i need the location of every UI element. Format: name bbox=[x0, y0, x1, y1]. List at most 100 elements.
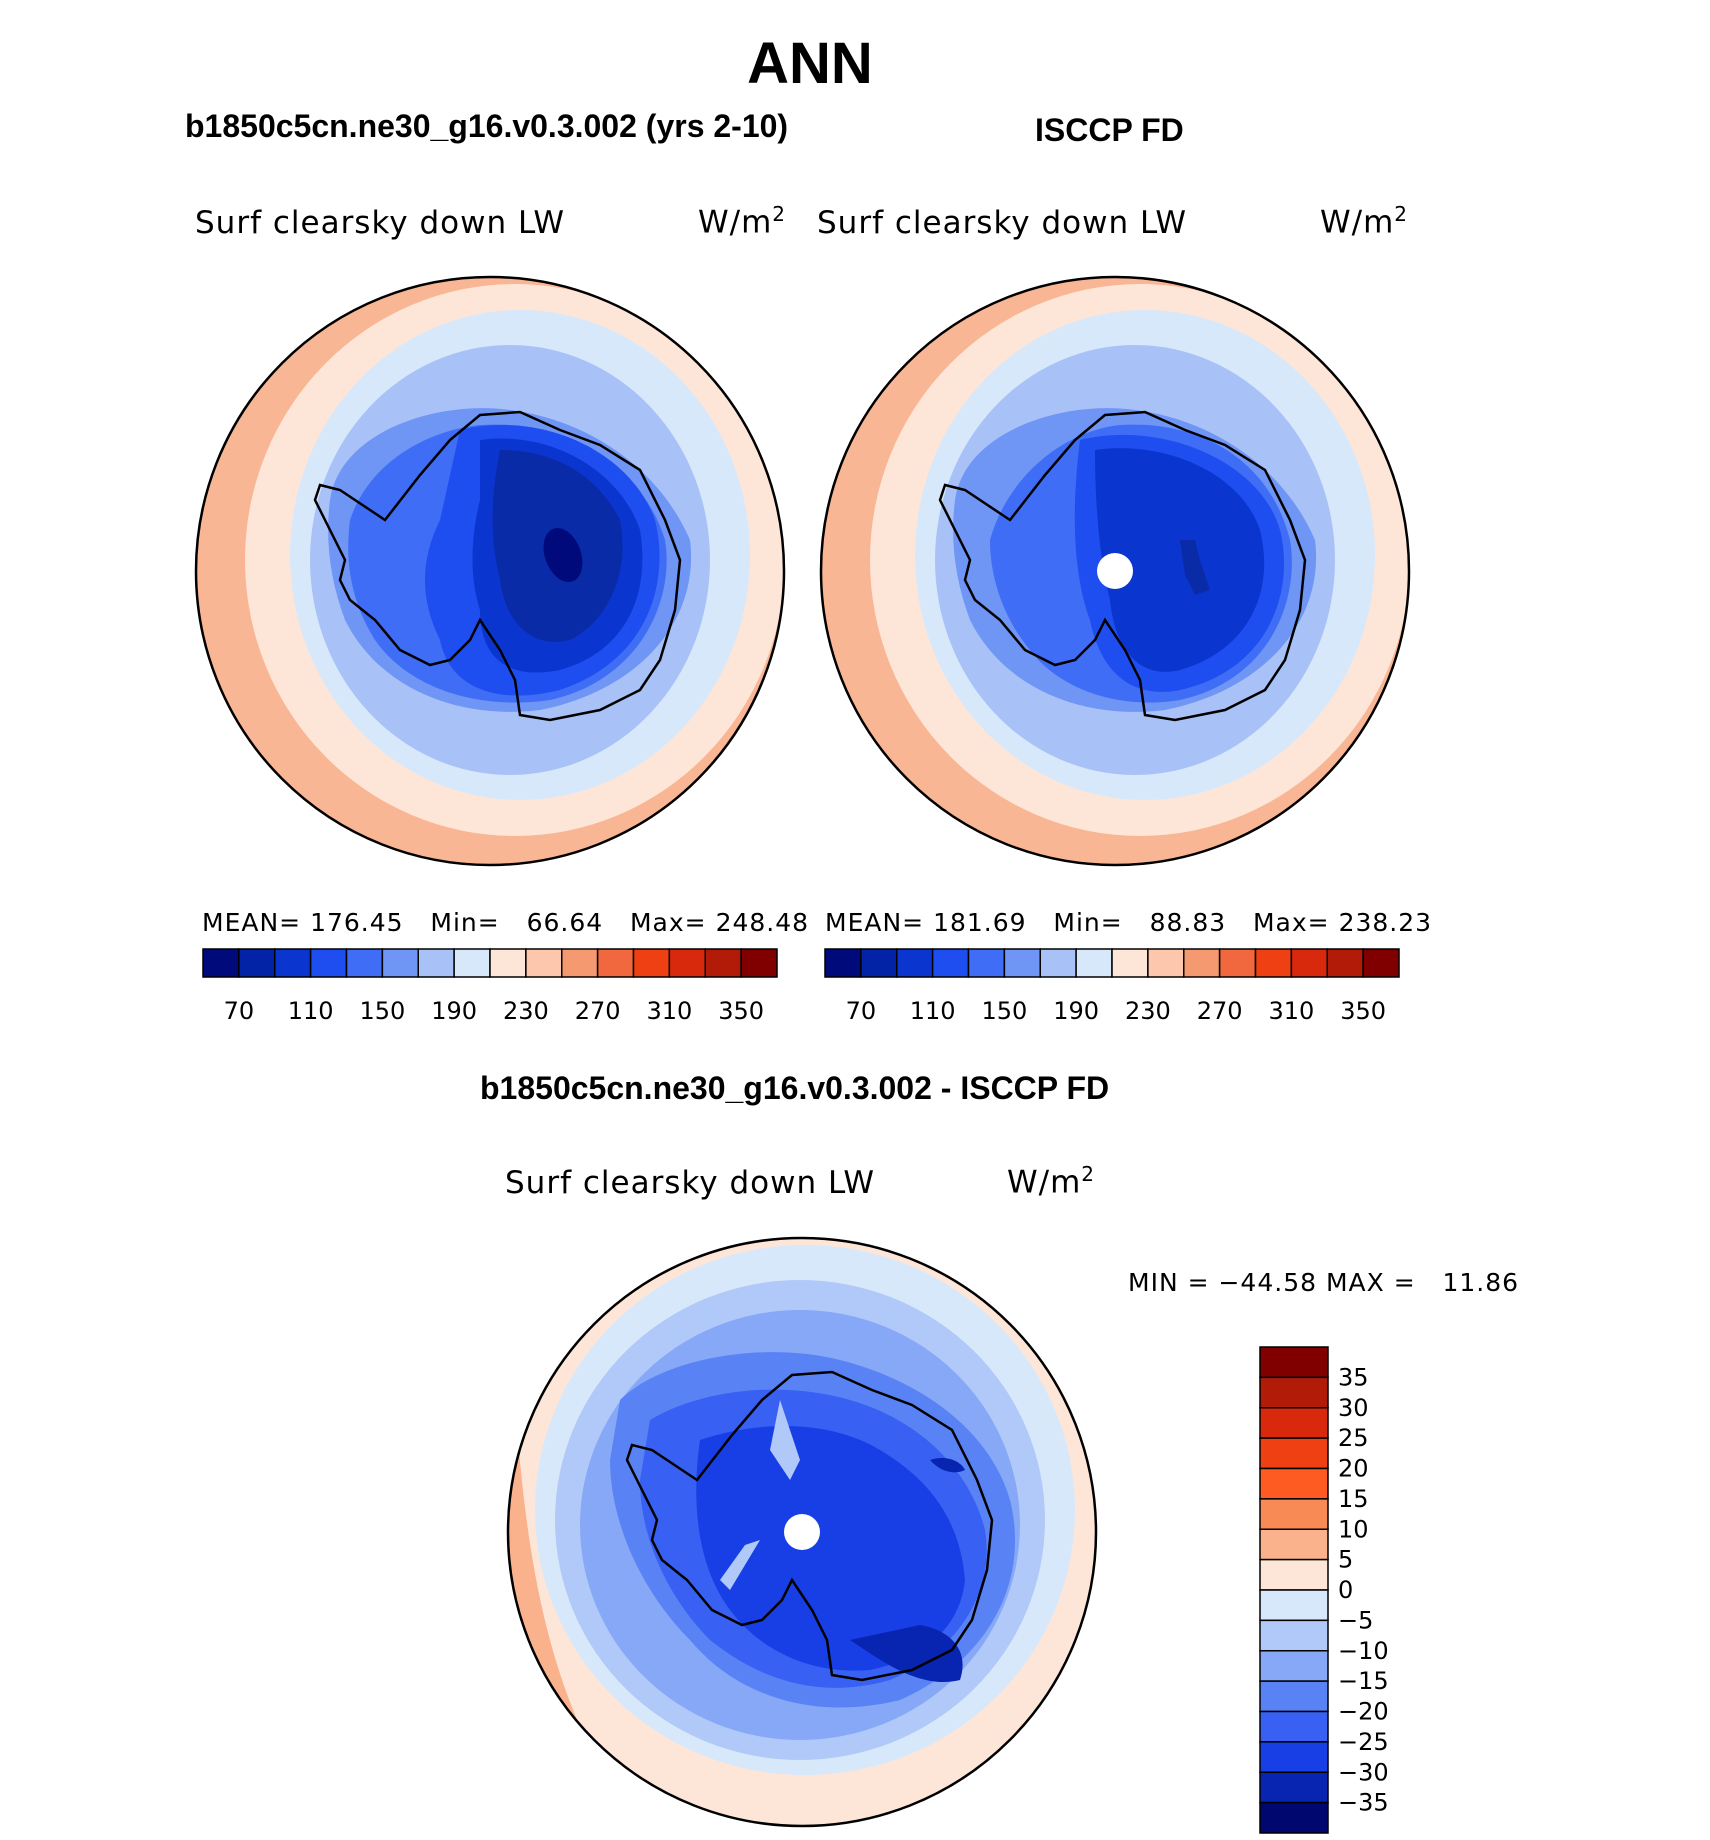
colorbar-diff-tick-label: 15 bbox=[1338, 1485, 1369, 1513]
coastline-panel-diff bbox=[625, 1370, 994, 1682]
colorbar-panel-2-tick-label: 350 bbox=[1340, 997, 1386, 1025]
colorbar-panel-2-tick-label: 270 bbox=[1197, 997, 1243, 1025]
colorbar-panel-2-tick-label: 70 bbox=[846, 997, 877, 1025]
colorbar-diff-swatch bbox=[1259, 1710, 1329, 1743]
colorbar-panel-1-swatch bbox=[489, 948, 527, 978]
colorbar-panel-1-tick-label: 310 bbox=[646, 997, 692, 1025]
diff-variable-label: Surf clearsky down LW bbox=[505, 1165, 876, 1201]
map-border-panel-1 bbox=[194, 275, 786, 867]
panel-1-stats: MEAN= 176.45 Min= 66.64 Max= 248.48 bbox=[202, 908, 810, 937]
colorbar-panel-1-swatch bbox=[525, 948, 563, 978]
colorbar-panel-2-swatch bbox=[1218, 948, 1257, 978]
colorbar-panel-2-swatch bbox=[1003, 948, 1041, 978]
panel-1-units: W/m2 bbox=[698, 202, 787, 241]
colorbar-panel-2-swatch bbox=[860, 948, 898, 978]
main-title: ANN bbox=[747, 31, 873, 96]
colorbar-panel-1-swatch bbox=[417, 948, 455, 978]
panel-2-stats: MEAN= 181.69 Min= 88.83 Max= 238.23 bbox=[825, 908, 1433, 937]
colorbar-diff-tick-label: −30 bbox=[1338, 1758, 1389, 1786]
colorbar-panel-2-tick-label: 110 bbox=[910, 997, 956, 1025]
colorbar-panel-2-swatch bbox=[1039, 948, 1077, 978]
colorbar-diff-swatch bbox=[1259, 1467, 1329, 1500]
colorbar-diff-tick-label: 0 bbox=[1338, 1576, 1353, 1604]
colorbar-diff-tick-label: −15 bbox=[1338, 1667, 1389, 1695]
colorbar-panel-2-swatch bbox=[824, 948, 862, 978]
colorbar-diff-swatch bbox=[1259, 1346, 1329, 1379]
colorbar-diff-swatch bbox=[1259, 1407, 1329, 1439]
colorbar-panel-1-swatch bbox=[381, 948, 419, 978]
colorbar-panel-1-tick-label: 350 bbox=[718, 997, 764, 1025]
colorbar-diff-swatch bbox=[1259, 1619, 1329, 1652]
colorbar-diff-swatch bbox=[1259, 1558, 1329, 1591]
colorbar-diff-tick-label: 35 bbox=[1338, 1363, 1369, 1391]
colorbar-diff-tick-label: −25 bbox=[1338, 1728, 1389, 1756]
colorbar-panel-1-swatch bbox=[668, 948, 706, 978]
colorbar-diff-swatch bbox=[1259, 1771, 1329, 1804]
colorbar-panel-2-swatch bbox=[967, 948, 1006, 978]
map-border-panel-diff bbox=[506, 1236, 1098, 1828]
colorbar-panel-1-swatch bbox=[274, 948, 312, 978]
diff-minmax: MIN = −44.58 MAX = 11.86 bbox=[1128, 1268, 1520, 1297]
colorbar-panel-2-tick-label: 310 bbox=[1268, 997, 1314, 1025]
colorbar-panel-1-swatch bbox=[345, 948, 384, 978]
colorbar-panel-1-swatch bbox=[202, 948, 240, 978]
colorbar-panel-1-tick-label: 190 bbox=[431, 997, 477, 1025]
panel-1-variable-label: Surf clearsky down LW bbox=[195, 205, 566, 241]
pole-missing-data-panel-2 bbox=[1097, 553, 1133, 589]
colorbar-panel-1-swatch bbox=[704, 948, 742, 978]
colorbar-panel-1: 70 110 150 190 230 270 310 350 bbox=[202, 948, 778, 1025]
colorbar-panel-2-swatch bbox=[1075, 948, 1113, 978]
colorbar-panel-2-swatch bbox=[931, 948, 970, 978]
colorbar-panel-1-swatch bbox=[238, 948, 276, 978]
colorbar-panel-1-swatch bbox=[309, 948, 348, 978]
colorbar-panel-1-tick-label: 230 bbox=[503, 997, 549, 1025]
colorbar-panel-2-swatch bbox=[896, 948, 934, 978]
colorbar-diff-tick-label: −10 bbox=[1338, 1637, 1389, 1665]
colorbar-diff-swatch bbox=[1259, 1528, 1329, 1561]
colorbar-panel-1-swatch bbox=[740, 948, 778, 978]
panel-2-variable-label: Surf clearsky down LW bbox=[817, 205, 1188, 241]
colorbar-panel-1-swatch bbox=[561, 948, 599, 978]
colorbar-diff-swatch bbox=[1259, 1650, 1329, 1682]
colorbar-diff-tick-label: 10 bbox=[1338, 1515, 1369, 1543]
colorbar-diff-tick-label: −5 bbox=[1338, 1606, 1373, 1634]
colorbar-diff-swatch bbox=[1259, 1741, 1329, 1773]
colorbar-diff-swatch bbox=[1259, 1589, 1329, 1622]
map-border-panel-2 bbox=[819, 275, 1411, 867]
colorbar-panel-2-tick-label: 150 bbox=[981, 997, 1027, 1025]
colorbar-panel-1-swatch bbox=[632, 948, 671, 978]
colorbar-panel-2-swatch bbox=[1290, 948, 1328, 978]
colorbar-panel-1-tick-label: 70 bbox=[224, 997, 255, 1025]
pole-missing-data-panel-diff bbox=[784, 1514, 820, 1550]
colorbar-diff-tick-label: −20 bbox=[1338, 1698, 1389, 1726]
panel-1-subtitle: b1850c5cn.ne30_g16.v0.3.002 (yrs 2-10) bbox=[185, 108, 789, 144]
panel-2-units: W/m2 bbox=[1320, 202, 1409, 241]
colorbar-panel-2-tick-label: 190 bbox=[1053, 997, 1099, 1025]
colorbar-panel-2-swatch bbox=[1362, 948, 1400, 978]
map-panel-1 bbox=[196, 277, 784, 865]
colorbar-diff-tick-label: 25 bbox=[1338, 1424, 1369, 1452]
colorbar-panel-1-swatch bbox=[453, 948, 491, 978]
colorbar-diff-tick-label: 5 bbox=[1338, 1546, 1353, 1574]
colorbar-panel-2: 70 110 150 190 230 270 310 350 bbox=[824, 948, 1400, 1025]
coastline-panel-2 bbox=[938, 410, 1307, 722]
colorbar-diff-swatch bbox=[1259, 1376, 1329, 1409]
colorbar-panel-2-tick-label: 230 bbox=[1125, 997, 1171, 1025]
colorbar-diff-tick-label: 30 bbox=[1338, 1394, 1369, 1422]
colorbar-panel-2-swatch bbox=[1183, 948, 1221, 978]
diff-subtitle: b1850c5cn.ne30_g16.v0.3.002 - ISCCP FD bbox=[480, 1070, 1110, 1106]
colorbar-diff-swatch bbox=[1259, 1680, 1329, 1713]
colorbar-panel-1-tick-label: 150 bbox=[359, 997, 405, 1025]
colorbar-panel-2-swatch bbox=[1326, 948, 1364, 978]
colorbar-panel-1-tick-label: 110 bbox=[288, 997, 334, 1025]
colorbar-diff-swatch bbox=[1259, 1437, 1329, 1470]
map-panel-2 bbox=[821, 277, 1409, 865]
colorbar-panel-2-swatch bbox=[1111, 948, 1149, 978]
colorbar-panel-2-swatch bbox=[1254, 948, 1293, 978]
panel-2-subtitle: ISCCP FD bbox=[1035, 112, 1184, 148]
colorbar-diff-swatch bbox=[1259, 1801, 1329, 1834]
coastline-panel-1 bbox=[313, 410, 682, 722]
colorbar-diff-swatch bbox=[1259, 1498, 1329, 1530]
